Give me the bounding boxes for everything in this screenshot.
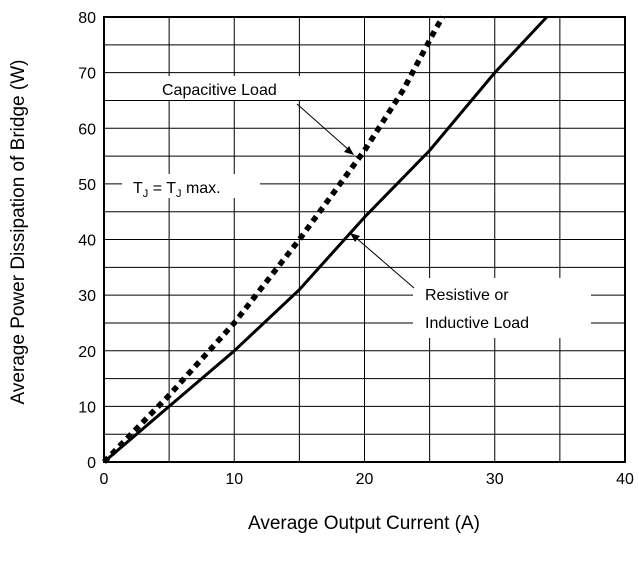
capacitive-arrow-head <box>344 146 354 155</box>
y-tick-label: 40 <box>78 233 96 250</box>
y-tick-label: 20 <box>78 344 96 361</box>
y-tick-label: 0 <box>87 455 96 472</box>
resistive-label-bg <box>413 278 591 338</box>
resistive-label-line1: Resistive or <box>425 287 509 304</box>
tj-condition-label: TJ = TJ max. <box>133 180 221 200</box>
capacitive-load-label: Capacitive Load <box>162 82 277 99</box>
series-group <box>102 15 548 464</box>
y-tick-label: 50 <box>78 177 96 194</box>
x-tick-label: 40 <box>616 471 634 488</box>
x-tick-label: 30 <box>486 471 504 488</box>
resistive-label-line2: Inductive Load <box>425 315 529 332</box>
y-tick-label: 10 <box>78 399 96 416</box>
y-tick-label: 80 <box>78 10 96 27</box>
x-tick-label: 0 <box>100 471 109 488</box>
resistive-arrow-head <box>350 233 360 242</box>
x-axis-label: Average Output Current (A) <box>248 513 480 534</box>
y-tick-label: 30 <box>78 288 96 305</box>
tick-labels: 0 10 20 30 40 0 10 20 30 40 50 60 70 80 <box>78 10 634 488</box>
y-tick-label: 70 <box>78 66 96 83</box>
capacitive-arrow-line <box>296 103 350 151</box>
x-tick-label: 10 <box>225 471 243 488</box>
y-tick-label: 60 <box>78 121 96 138</box>
x-tick-label: 20 <box>356 471 374 488</box>
tj-label-bg <box>122 174 260 198</box>
capacitive-label-bg <box>155 76 311 100</box>
resistive-inductive-load-line <box>103 15 548 464</box>
y-axis-label: Average Power Dissipation of Bridge (W) <box>8 60 29 405</box>
resistive-arrow-line <box>354 236 415 289</box>
plot-frame <box>103 16 626 463</box>
